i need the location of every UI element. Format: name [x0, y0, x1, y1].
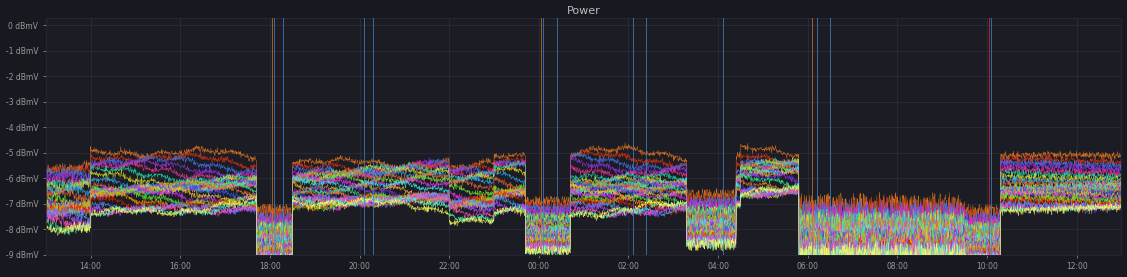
Title: Power: Power	[567, 6, 601, 16]
